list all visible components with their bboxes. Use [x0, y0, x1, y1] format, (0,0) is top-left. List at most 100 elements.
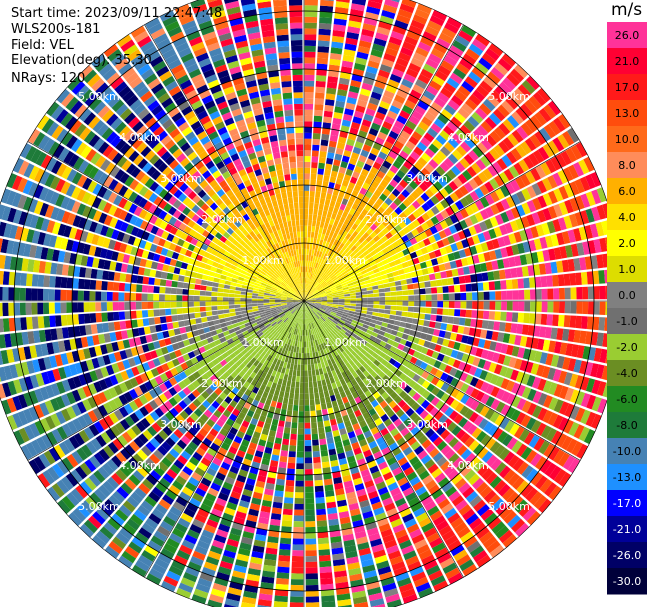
- ray-gate: [124, 302, 131, 311]
- ray-gate: [309, 190, 315, 198]
- ray-gate: [326, 292, 332, 295]
- ray-gate: [427, 20, 442, 32]
- ray-gate: [307, 266, 310, 273]
- ray-gate: [401, 104, 414, 115]
- ray-gate: [464, 247, 472, 257]
- ray-gate: [357, 351, 365, 359]
- ray-gate: [259, 313, 267, 318]
- ray-gate: [380, 179, 389, 188]
- ray-gate: [336, 311, 343, 316]
- ray-gate: [458, 343, 467, 353]
- ray-gate: [430, 122, 442, 134]
- ray-gate: [521, 202, 531, 215]
- ray-gate: [565, 147, 578, 163]
- ray-gate: [188, 295, 194, 301]
- ray-gate: [530, 168, 541, 182]
- ray-gate: [289, 602, 304, 607]
- ray-gate: [376, 239, 384, 247]
- ray-gate: [494, 248, 503, 259]
- ray-gate: [461, 335, 469, 344]
- ray-gate: [468, 411, 479, 423]
- ray-gate: [410, 440, 421, 451]
- ray-gate: [393, 432, 403, 442]
- ray-gate: [346, 346, 354, 353]
- ray-gate: [210, 391, 219, 400]
- ray-gate: [385, 267, 393, 274]
- ray-gate: [434, 249, 442, 258]
- ray-gate: [305, 596, 320, 603]
- ray-gate: [76, 504, 91, 518]
- ray-gate: [447, 512, 461, 524]
- ray-gate: [0, 376, 2, 382]
- ray-gate: [425, 479, 437, 490]
- ray-gate: [421, 399, 431, 409]
- ray-gate: [479, 531, 494, 544]
- ray-gate: [191, 380, 201, 389]
- ray-gate: [357, 542, 370, 551]
- ray-gate: [249, 404, 257, 413]
- ray-gate: [290, 327, 294, 334]
- ray-gate: [312, 280, 317, 287]
- ray-gate: [439, 247, 448, 256]
- ray-gate: [286, 312, 292, 318]
- ray-gate: [276, 333, 282, 340]
- ray-gate: [194, 467, 206, 477]
- ray-gate: [530, 471, 543, 486]
- ray-gate: [314, 197, 320, 204]
- ray-gate: [269, 387, 276, 395]
- ray-gate: [388, 36, 403, 46]
- ray-gate: [394, 215, 403, 224]
- ray-gate: [413, 146, 424, 157]
- ray-gate: [98, 379, 108, 391]
- ray-gate: [21, 331, 29, 345]
- ray-gate: [341, 211, 349, 219]
- ray-gate: [423, 355, 432, 364]
- ray-gate: [304, 92, 314, 99]
- ray-gate: [289, 351, 294, 358]
- ray-gate: [383, 174, 392, 184]
- ray-gate: [222, 301, 229, 306]
- ray-gate: [351, 391, 359, 399]
- ray-gate: [477, 464, 490, 477]
- ray-gate: [247, 312, 254, 316]
- ray-gate: [516, 204, 526, 217]
- ray-gate: [304, 364, 308, 371]
- ray-gate: [546, 275, 553, 287]
- ray-gate: [38, 329, 47, 343]
- ray-gate: [399, 179, 409, 189]
- ray-gate: [413, 507, 426, 518]
- ray-gate: [317, 168, 325, 175]
- ray-gate: [313, 357, 318, 364]
- ray-gate: [514, 358, 523, 370]
- ray-gate: [336, 398, 344, 406]
- ray-gate: [56, 479, 70, 494]
- ray-gate: [331, 225, 337, 232]
- ray-gate: [481, 468, 494, 481]
- ray-gate: [331, 337, 337, 344]
- ray-gate: [253, 353, 261, 360]
- ray-gate: [495, 301, 502, 311]
- ray-gate: [248, 442, 258, 450]
- ray-gate: [55, 315, 62, 327]
- ray-gate: [510, 495, 524, 509]
- ray-gate: [430, 376, 440, 386]
- ray-gate: [366, 374, 374, 382]
- ray-gate: [311, 279, 315, 286]
- ray-gate: [347, 26, 361, 35]
- ray-gate: [273, 314, 279, 319]
- ray-gate: [395, 310, 403, 316]
- ray-gate: [280, 329, 285, 336]
- ray-gate: [475, 347, 484, 358]
- ray-gate: [355, 376, 362, 384]
- ray-gate: [280, 450, 288, 457]
- ray-gate: [176, 549, 191, 561]
- ray-gate: [518, 429, 530, 442]
- ray-gate: [367, 301, 374, 305]
- ray-gate: [289, 307, 295, 312]
- ray-gate: [315, 404, 322, 411]
- ray-gate: [455, 429, 467, 440]
- ray-gate: [394, 140, 405, 150]
- ray-gate: [314, 294, 321, 298]
- ray-gate: [122, 359, 131, 370]
- ray-gate: [448, 453, 460, 464]
